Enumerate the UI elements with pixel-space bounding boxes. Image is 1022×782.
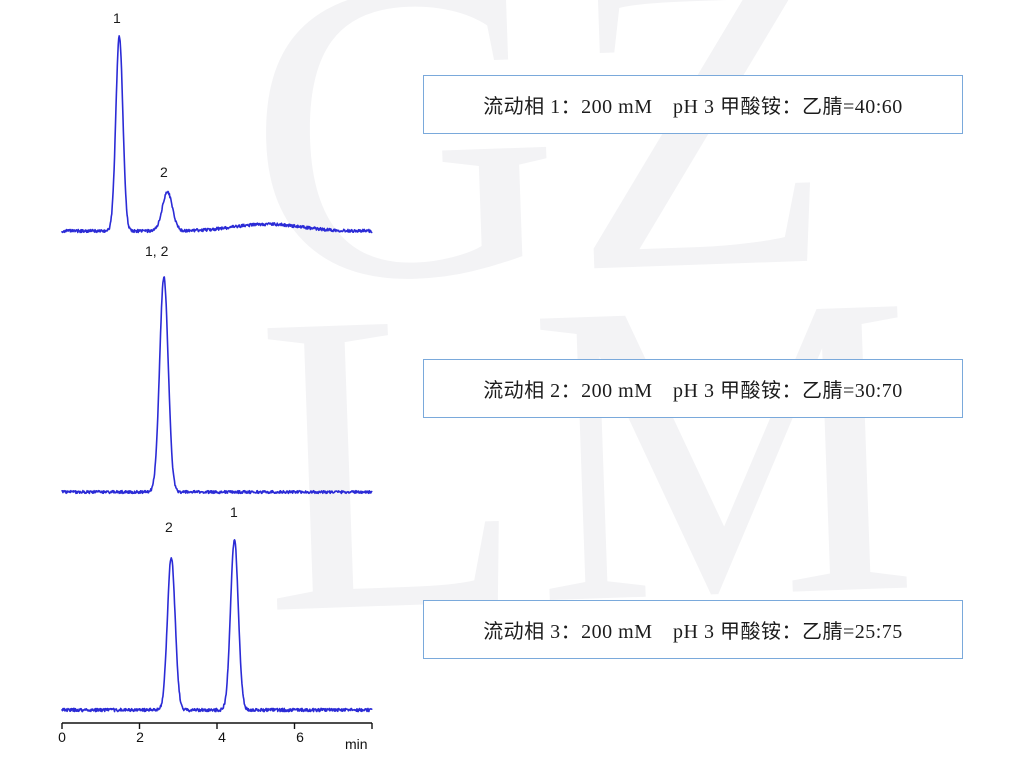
peak-label-p1-1: 1 <box>113 10 121 26</box>
axis-unit-label: min <box>345 736 368 752</box>
peak-label-p2-12: 1, 2 <box>145 243 169 259</box>
peak-label-p3-2: 2 <box>165 519 173 535</box>
peak-label-p1-2: 2 <box>160 164 168 180</box>
chromatogram-traces <box>61 35 373 729</box>
annotation-box-mobile-phase-3: 流动相 3：200 mM pH 3 甲酸铵：乙腈=25:75 <box>423 600 963 659</box>
axis-tick-label-4: 4 <box>218 729 226 745</box>
axis-tick-label-6: 6 <box>296 729 304 745</box>
annotation-box-mobile-phase-1: 流动相 1：200 mM pH 3 甲酸铵：乙腈=40:60 <box>423 75 963 134</box>
annotation-text-mobile-phase-3: 流动相 3：200 mM pH 3 甲酸铵：乙腈=25:75 <box>483 621 903 643</box>
axis-tick-label-2: 2 <box>136 729 144 745</box>
chromatogram-trace-panel-2 <box>61 276 373 495</box>
annotation-text-mobile-phase-1: 流动相 1：200 mM pH 3 甲酸铵：乙腈=40:60 <box>483 96 903 118</box>
annotation-text-mobile-phase-2: 流动相 2：200 mM pH 3 甲酸铵：乙腈=30:70 <box>483 380 903 402</box>
chromatogram-trace-panel-3 <box>61 539 373 713</box>
annotation-box-mobile-phase-2: 流动相 2：200 mM pH 3 甲酸铵：乙腈=30:70 <box>423 359 963 418</box>
chromatogram-figure: 1 2 1, 2 2 1 0 2 4 6 min <box>40 0 400 782</box>
axis-tick-label-0: 0 <box>58 729 66 745</box>
chromatogram-trace-panel-1 <box>61 35 373 234</box>
peak-label-p3-1: 1 <box>230 504 238 520</box>
